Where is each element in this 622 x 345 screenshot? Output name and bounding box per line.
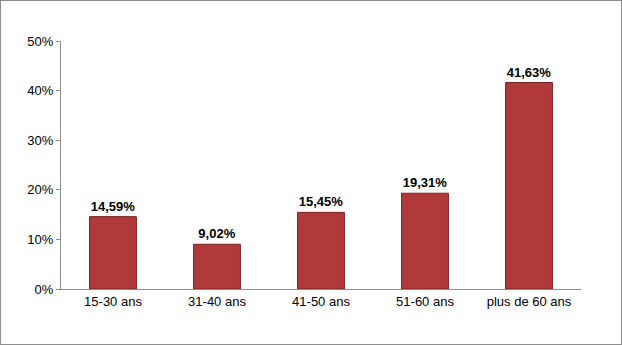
svg-text:50%: 50% <box>27 34 53 49</box>
svg-text:15,45%: 15,45% <box>299 194 344 209</box>
svg-text:15-30 ans: 15-30 ans <box>84 294 142 309</box>
svg-text:10%: 10% <box>27 232 53 247</box>
svg-text:30%: 30% <box>27 133 53 148</box>
svg-text:9,02%: 9,02% <box>198 226 235 241</box>
svg-text:31-40 ans: 31-40 ans <box>188 294 246 309</box>
svg-text:41,63%: 41,63% <box>507 65 552 80</box>
svg-text:51-60 ans: 51-60 ans <box>396 294 454 309</box>
svg-text:0%: 0% <box>35 282 54 297</box>
svg-text:14,59%: 14,59% <box>91 199 136 214</box>
svg-text:40%: 40% <box>27 83 53 98</box>
svg-text:19,31%: 19,31% <box>403 175 448 190</box>
svg-text:plus de 60 ans: plus de 60 ans <box>487 294 572 309</box>
svg-text:20%: 20% <box>27 182 53 197</box>
svg-text:41-50 ans: 41-50 ans <box>292 294 350 309</box>
